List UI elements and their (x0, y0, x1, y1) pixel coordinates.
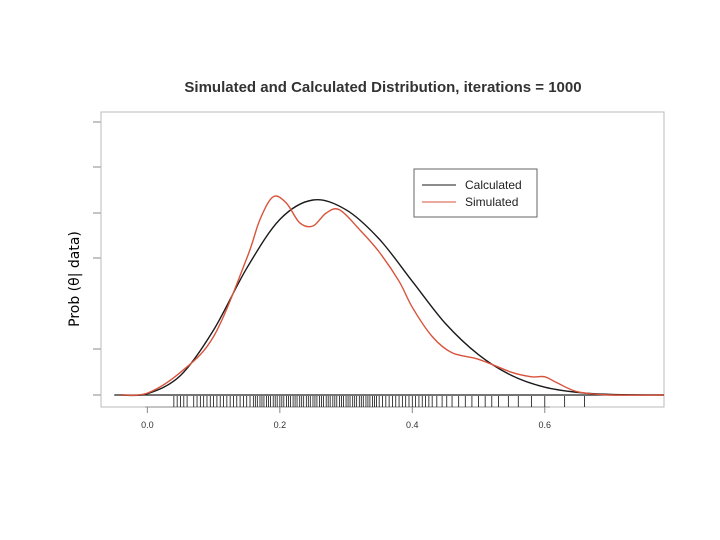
x-tick-label-1: 0.2 (274, 420, 287, 430)
series-line-simulated (120, 195, 665, 397)
y-axis (93, 121, 102, 396)
x-tick-label-3: 0.6 (539, 420, 552, 430)
legend-label-calculated: Calculated (465, 178, 522, 192)
chart-title: Simulated and Calculated Distribution, i… (184, 79, 581, 96)
legend-label-simulated: Simulated (465, 195, 518, 209)
series-layer (114, 195, 665, 397)
x-tick-label-0: 0.0 (141, 420, 154, 430)
x-tick-label-2: 0.4 (406, 420, 419, 430)
legend-box (413, 168, 538, 218)
y-axis-label: Prob (θ| data) (67, 231, 83, 327)
x-axis: 0.0 0.2 0.4 0.6 (141, 406, 552, 430)
legend: Calculated Simulated (413, 168, 538, 218)
series-line-calculated (120, 198, 665, 397)
rug-ticks (173, 396, 585, 407)
plot-frame (100, 111, 665, 408)
